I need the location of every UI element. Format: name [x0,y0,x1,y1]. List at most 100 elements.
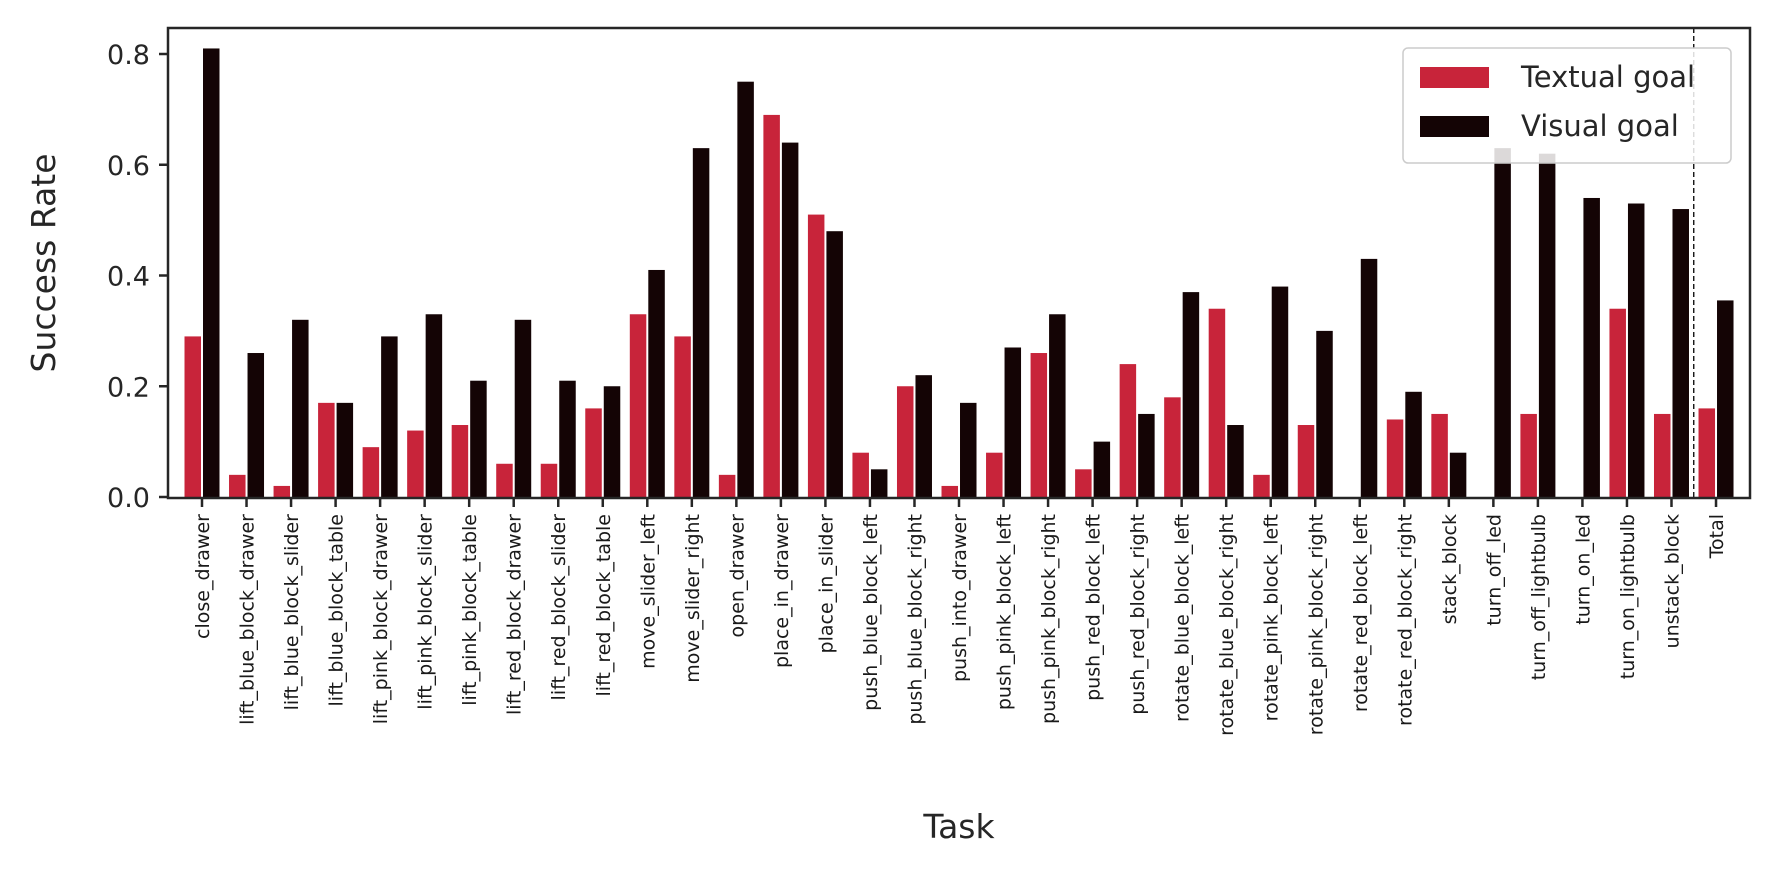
x-tick-label: push_blue_block_left [860,514,882,711]
bar-visual-turn_on_lightbulb [1627,203,1645,497]
bar-visual-push_blue_block_right [915,375,932,497]
x-tick-label: push_into_drawer [949,514,971,682]
x-tick-label: push_red_block_left [1083,514,1105,701]
x-tick-label: push_blue_block_right [904,514,926,725]
bar-textual-push_pink_block_left [986,452,1003,497]
bar-textual-push_blue_block_left [852,452,869,497]
bar-textual-turn_on_lightbulb [1609,308,1626,497]
bar-visual-lift_red_block_drawer [514,319,532,497]
x-axis: close_drawer lift_blue_block_drawer lift_b… [192,498,1728,736]
bar-visual-push_red_block_right [1138,413,1155,497]
x-tick-label: lift_pink_block_drawer [370,514,392,724]
bar-visual-turn_on_led [1583,197,1600,497]
x-tick-label: move_slider_right [682,514,704,683]
legend-swatch-visual [1420,116,1489,137]
y-axis-title: Success Rate [24,154,63,373]
x-tick-label: Total [1706,514,1728,559]
x-tick-label: lift_red_block_slider [548,514,570,701]
x-tick-label: rotate_pink_block_left [1261,514,1283,721]
x-tick-label: push_pink_block_right [1038,514,1060,724]
bar-visual-lift_pink_block_slider [425,314,443,497]
x-tick-label: rotate_blue_block_right [1216,514,1238,736]
bar-visual-rotate_red_block_right [1405,391,1422,497]
bar-visual-push_into_drawer [960,402,977,497]
bar-visual-close_drawer [203,48,220,498]
bar-visual-push_pink_block_right [1049,314,1066,497]
x-axis-title: Task [922,807,995,846]
bar-textual-lift_blue_block_table [318,402,335,497]
bar-textual-lift_pink_block_drawer [362,447,380,497]
bar-visual-lift_red_block_slider [559,380,576,497]
bar-visual-turn_off_lightbulb [1538,153,1556,497]
bar-textual-close_drawer [184,336,201,497]
bar-visual-move_slider_right [692,148,710,497]
x-tick-label: lift_red_block_drawer [504,514,526,715]
y-tick-label: 0.2 [107,372,150,403]
x-tick-label: place_in_slider [815,514,837,654]
x-tick-label: turn_off_led [1483,514,1505,626]
bar-textual-lift_red_block_drawer [496,463,513,497]
bar-textual-Total [1698,408,1716,497]
x-tick-label: place_in_drawer [771,514,793,668]
bar-textual-lift_red_block_table [585,408,602,497]
bar-textual-rotate_pink_block_left [1253,474,1270,497]
bars-layer [184,48,1734,498]
bar-textual-place_in_drawer [763,114,780,497]
bar-textual-push_red_block_right [1119,364,1137,497]
bar-textual-rotate_red_block_right [1386,419,1404,497]
plot-frame [166,26,1752,500]
x-tick-label: lift_blue_block_drawer [237,514,259,725]
bar-textual-push_red_block_left [1075,469,1092,497]
x-tick-label: turn_off_lightbulb [1528,514,1550,680]
bar-visual-rotate_blue_block_right [1227,425,1244,497]
bar-visual-Total [1717,300,1734,497]
bar-textual-rotate_blue_block_right [1208,308,1226,497]
bar-visual-stack_block [1449,452,1467,497]
bar-textual-open_drawer [718,474,736,497]
bar-textual-lift_pink_block_table [451,425,469,497]
bar-textual-stack_block [1431,413,1448,497]
bar-textual-push_blue_block_right [896,386,914,497]
bar-visual-rotate_pink_block_left [1271,286,1289,497]
x-tick-label: rotate_pink_block_right [1305,514,1327,735]
bar-visual-lift_blue_block_drawer [247,353,265,497]
x-tick-label: lift_pink_block_table [459,514,481,706]
bar-visual-rotate_pink_block_right [1316,330,1333,498]
bar-textual-rotate_blue_block_left [1164,397,1181,497]
y-tick-label: 0.0 [107,483,150,514]
bar-visual-lift_pink_block_drawer [381,336,398,497]
bar-visual-rotate_red_block_left [1360,258,1378,497]
x-tick-label: push_pink_block_left [994,514,1016,710]
bar-visual-lift_blue_block_table [336,402,354,497]
x-tick-label: lift_red_block_table [593,514,615,697]
bar-visual-place_in_drawer [781,142,799,497]
legend-label-visual: Visual goal [1521,109,1679,143]
x-tick-label: turn_on_lightbulb [1617,514,1639,679]
bar-visual-lift_blue_block_slider [292,319,309,497]
bar-visual-move_slider_left [648,269,665,497]
bar-textual-push_pink_block_right [1030,353,1048,497]
y-tick-label: 0.8 [107,40,150,71]
y-tick-label: 0.4 [107,262,150,293]
x-tick-label: rotate_red_block_left [1350,514,1372,712]
bar-visual-push_red_block_left [1093,441,1111,498]
x-tick-label: lift_pink_block_slider [415,514,437,710]
bar-textual-lift_blue_block_drawer [229,474,246,497]
bar-visual-open_drawer [737,81,754,497]
bar-visual-place_in_slider [826,231,843,497]
bar-textual-place_in_slider [807,214,825,497]
bar-textual-turn_off_lightbulb [1520,413,1537,497]
bar-visual-turn_off_led [1494,148,1511,497]
bar-visual-push_blue_block_left [870,469,888,497]
x-tick-label: push_red_block_right [1127,514,1149,715]
bar-textual-push_into_drawer [941,485,959,497]
bar-textual-lift_red_block_slider [540,463,558,497]
bar-visual-push_pink_block_left [1004,347,1022,497]
bar-textual-move_slider_left [629,314,647,497]
x-tick-label: rotate_red_block_right [1394,514,1416,726]
bar-textual-move_slider_right [674,336,691,497]
bar-textual-lift_pink_block_slider [407,430,424,497]
bar-textual-lift_blue_block_slider [273,485,291,497]
y-axis: 0.0 0.2 0.4 0.6 0.8 [107,40,168,514]
